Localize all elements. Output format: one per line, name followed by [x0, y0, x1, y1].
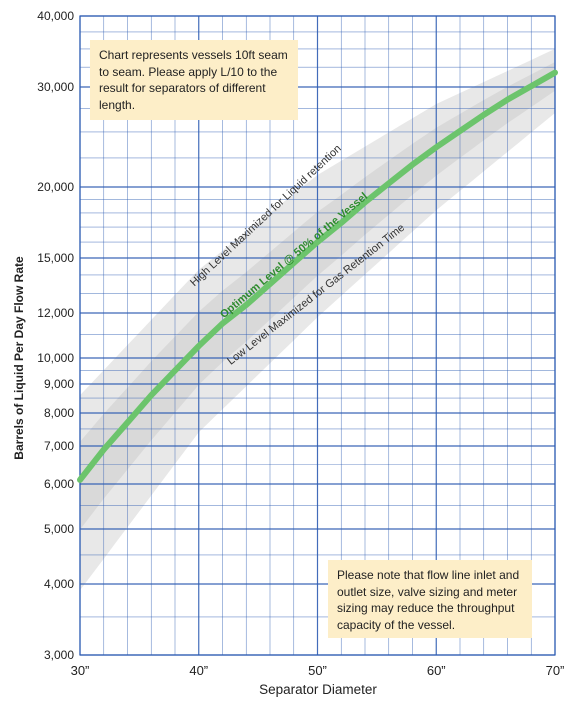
x-tick-label: 30” — [71, 663, 90, 678]
x-axis-label: Separator Diameter — [259, 682, 377, 697]
y-tick-label: 7,000 — [44, 439, 74, 453]
y-tick-label: 10,000 — [37, 351, 74, 365]
optimum-level-line — [77, 69, 558, 483]
y-tick-label: 20,000 — [37, 180, 74, 194]
y-tick-label: 6,000 — [44, 477, 74, 491]
vessel-length-note: Chart represents vessels 10ft seam to se… — [90, 40, 298, 120]
y-tick-label: 5,000 — [44, 522, 74, 536]
plot-frame — [79, 15, 556, 656]
x-tick-label: 60” — [427, 663, 446, 678]
y-axis-label: Barrels of Liquid Per Day Flow Rate — [12, 256, 26, 460]
x-tick-labels: 30” 40” 50” 60” 70” — [71, 663, 565, 678]
y-tick-label: 3,000 — [44, 648, 74, 662]
y-tick-label: 12,000 — [37, 306, 74, 320]
y-tick-label: 15,000 — [37, 251, 74, 265]
x-tick-label: 50” — [308, 663, 327, 678]
y-tick-labels: 3,000 4,000 5,000 6,000 7,000 8,000 9,000 10,00… — [37, 9, 74, 662]
y-tick-label: 4,000 — [44, 577, 74, 591]
throughput-note: Please note that flow line inlet and out… — [328, 560, 532, 638]
series-lines — [77, 69, 558, 483]
y-tick-label: 40,000 — [37, 9, 74, 23]
chart-grid — [79, 15, 556, 656]
y-tick-label: 30,000 — [37, 80, 74, 94]
x-tick-label: 70” — [546, 663, 565, 678]
y-tick-label: 9,000 — [44, 377, 74, 391]
x-tick-label: 40” — [189, 663, 208, 678]
y-tick-label: 8,000 — [44, 406, 74, 420]
